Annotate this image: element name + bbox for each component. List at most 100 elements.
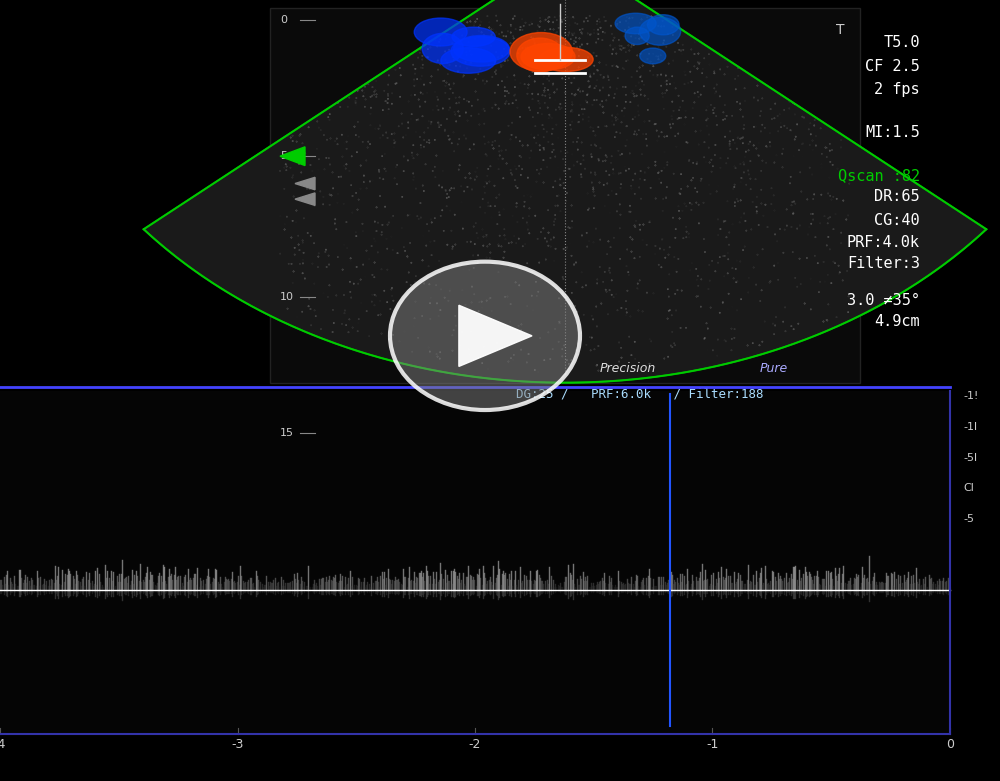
Point — [384, 137, 400, 149]
Point — [398, 87, 414, 100]
Point — [376, 81, 392, 94]
Point — [688, 230, 704, 243]
Ellipse shape — [539, 48, 593, 72]
Point — [783, 185, 799, 198]
Point — [461, 268, 477, 280]
Point — [628, 102, 644, 115]
Point — [379, 305, 395, 317]
Point — [348, 247, 364, 259]
Point — [421, 213, 437, 226]
Point — [403, 98, 419, 111]
Point — [423, 91, 439, 104]
Point — [651, 127, 667, 140]
Point — [473, 132, 489, 144]
Point — [612, 216, 628, 228]
Point — [299, 306, 315, 319]
Point — [455, 116, 471, 129]
Point — [838, 289, 854, 301]
Point — [688, 281, 704, 294]
Point — [525, 333, 541, 346]
Point — [513, 148, 529, 160]
Point — [799, 214, 815, 226]
Point — [555, 210, 571, 223]
Point — [353, 284, 369, 296]
Point — [744, 316, 760, 329]
Point — [729, 209, 745, 221]
Point — [772, 256, 788, 269]
Point — [536, 13, 552, 26]
Point — [550, 45, 566, 58]
Point — [802, 247, 818, 259]
Point — [632, 83, 648, 95]
Point — [591, 209, 607, 222]
Point — [551, 217, 567, 230]
Text: 10: 10 — [280, 292, 294, 301]
Point — [641, 318, 657, 330]
Point — [365, 229, 381, 241]
Point — [606, 270, 622, 283]
Point — [643, 241, 659, 253]
Point — [410, 77, 426, 89]
Point — [492, 283, 508, 295]
Point — [529, 319, 545, 331]
Point — [503, 182, 519, 194]
Point — [561, 19, 577, 31]
Point — [606, 348, 622, 360]
Point — [290, 213, 306, 226]
Point — [428, 311, 444, 323]
Point — [635, 129, 651, 141]
Point — [830, 165, 846, 177]
Point — [631, 152, 647, 165]
Ellipse shape — [625, 27, 649, 45]
Point — [655, 63, 671, 76]
Text: -1!: -1! — [963, 391, 978, 401]
Point — [707, 90, 723, 102]
Point — [576, 101, 592, 113]
Point — [662, 66, 678, 79]
Point — [547, 146, 563, 159]
Point — [390, 163, 406, 176]
Point — [736, 180, 752, 192]
Point — [382, 73, 398, 86]
Point — [680, 148, 696, 160]
Point — [450, 72, 466, 84]
Point — [598, 304, 614, 316]
Point — [505, 232, 521, 244]
Point — [412, 226, 428, 238]
Point — [324, 159, 340, 171]
Point — [628, 26, 644, 38]
Point — [303, 305, 319, 318]
Point — [423, 52, 439, 65]
Point — [485, 217, 501, 230]
Point — [750, 183, 766, 195]
Point — [449, 159, 465, 172]
Point — [629, 23, 645, 36]
Point — [682, 291, 698, 304]
Point — [331, 101, 347, 113]
Point — [403, 203, 419, 216]
Point — [737, 333, 753, 345]
Point — [584, 223, 600, 236]
Point — [511, 39, 527, 52]
Point — [495, 63, 511, 76]
Point — [370, 119, 386, 132]
Point — [303, 291, 319, 303]
Point — [309, 195, 325, 208]
Point — [482, 198, 498, 211]
Point — [648, 346, 664, 358]
Point — [488, 330, 504, 343]
Point — [648, 355, 664, 367]
Point — [523, 211, 539, 223]
Point — [583, 48, 599, 60]
Point — [431, 223, 447, 236]
Point — [279, 196, 295, 209]
Point — [572, 185, 588, 198]
Point — [431, 230, 447, 242]
Point — [513, 55, 529, 68]
Point — [495, 320, 511, 333]
Point — [600, 237, 616, 249]
Point — [529, 223, 545, 236]
Point — [531, 345, 547, 358]
Point — [439, 44, 455, 56]
Point — [596, 10, 612, 23]
